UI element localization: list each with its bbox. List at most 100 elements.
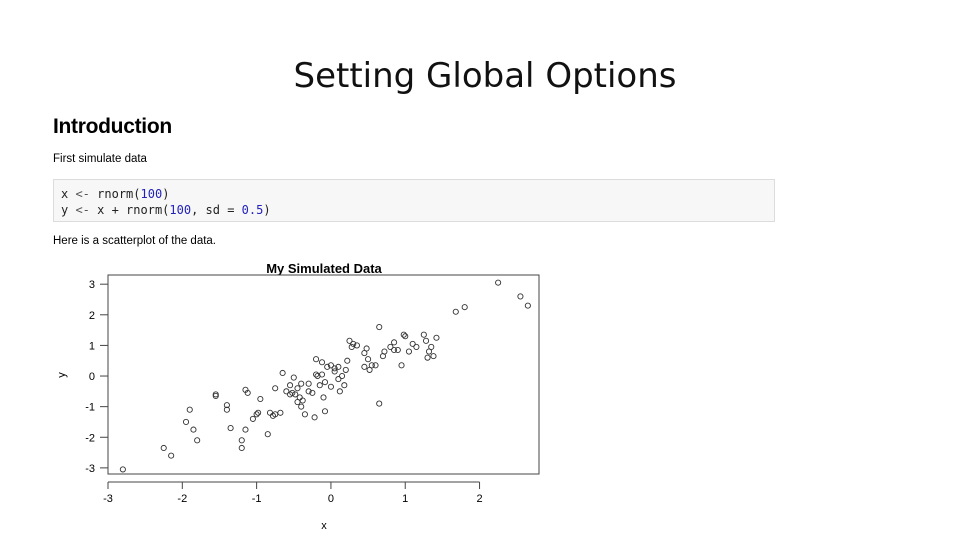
section-heading: Introduction (53, 115, 172, 138)
data-point (365, 356, 372, 363)
data-point (194, 437, 201, 444)
code-token: <- (68, 187, 98, 201)
data-point (287, 382, 294, 389)
data-point (402, 333, 409, 340)
code-token: rnorm( (97, 187, 141, 201)
x-tick-label: -2 (177, 493, 187, 505)
y-tick-label: -2 (85, 432, 95, 444)
data-point (289, 389, 296, 396)
code-token: ) (263, 203, 271, 217)
data-point (361, 363, 368, 370)
data-point (394, 346, 401, 354)
data-point (341, 382, 348, 389)
data-point (495, 279, 502, 286)
data-point (363, 345, 370, 352)
data-point (190, 426, 197, 433)
code-token: x (61, 187, 69, 201)
x-axis: -3 -2 -1 0 1 2 (103, 481, 483, 505)
y-tick-label: 2 (89, 310, 95, 322)
data-point (272, 385, 279, 392)
y-tick-label: -3 (85, 463, 95, 475)
data-point (424, 354, 431, 361)
data-point (428, 343, 435, 350)
code-number: 100 (140, 187, 163, 201)
y-axis: -3 -2 -1 0 1 2 3 (85, 279, 108, 475)
data-point (305, 388, 312, 395)
code-number: 0.5 (241, 203, 264, 217)
data-point (376, 400, 383, 407)
x-axis-label: x (321, 520, 327, 532)
data-point (249, 415, 256, 422)
data-point (346, 337, 353, 344)
data-point (292, 391, 299, 398)
data-point (223, 406, 230, 413)
chart-title: My Simulated Data (266, 261, 382, 276)
data-point (298, 403, 305, 410)
data-point (391, 339, 398, 346)
data-point (305, 380, 312, 387)
data-point (321, 408, 329, 415)
code-block: x <- rnorm(100) y <- x + rnorm(100, sd =… (53, 179, 775, 222)
data-point (335, 376, 342, 383)
code-token: <- (68, 203, 98, 217)
data-point (294, 385, 301, 392)
data-point (430, 353, 437, 360)
x-tick-label: 0 (328, 493, 334, 505)
data-point (298, 380, 305, 387)
data-point (160, 444, 167, 452)
data-point (311, 414, 318, 421)
data-point (309, 389, 316, 396)
data-point (420, 331, 427, 338)
code-token: y (61, 203, 69, 217)
data-point (405, 348, 413, 355)
data-point (344, 357, 351, 364)
data-point (283, 388, 290, 395)
data-point (238, 437, 245, 444)
y-tick-label: 0 (89, 371, 95, 383)
data-point (372, 362, 379, 369)
data-point (238, 444, 245, 452)
data-point (461, 304, 468, 311)
data-point (331, 368, 338, 375)
data-point (277, 409, 284, 416)
data-point (242, 426, 249, 433)
x-tick-label: 1 (402, 493, 408, 505)
data-point (119, 466, 126, 473)
data-point (299, 397, 306, 404)
data-point (422, 337, 430, 344)
data-point (413, 343, 420, 350)
code-token: , sd = (191, 203, 242, 217)
data-point (318, 371, 326, 378)
data-point (517, 293, 524, 300)
data-point (433, 334, 440, 341)
data-point (255, 409, 262, 416)
y-tick-label: 3 (89, 279, 95, 291)
data-point (266, 409, 274, 416)
data-point (452, 308, 459, 315)
data-point (186, 406, 193, 413)
data-point (353, 342, 360, 349)
plot-frame (107, 274, 540, 475)
data-point (168, 452, 175, 459)
data-point (342, 366, 349, 373)
x-tick-label: -3 (103, 493, 113, 505)
data-point (244, 389, 251, 396)
y-tick-label: 1 (89, 340, 95, 352)
code-line-2: y <- x + rnorm(100, sd = 0.5) (61, 202, 774, 218)
data-point (387, 343, 394, 350)
data-point (327, 383, 334, 390)
plot-caption-paragraph: Here is a scatterplot of the data. (53, 235, 217, 247)
data-point (212, 392, 219, 399)
data-point (223, 402, 230, 409)
data-point (313, 371, 320, 378)
code-line-1: x <- rnorm(100) (61, 186, 774, 202)
data-point (324, 363, 331, 370)
code-token: ) (162, 187, 170, 201)
data-point (368, 362, 375, 369)
code-number: 100 (169, 203, 192, 217)
data-point (264, 431, 271, 438)
data-point (376, 323, 383, 331)
data-point (524, 302, 531, 309)
data-point (381, 348, 388, 355)
data-point (398, 362, 405, 369)
